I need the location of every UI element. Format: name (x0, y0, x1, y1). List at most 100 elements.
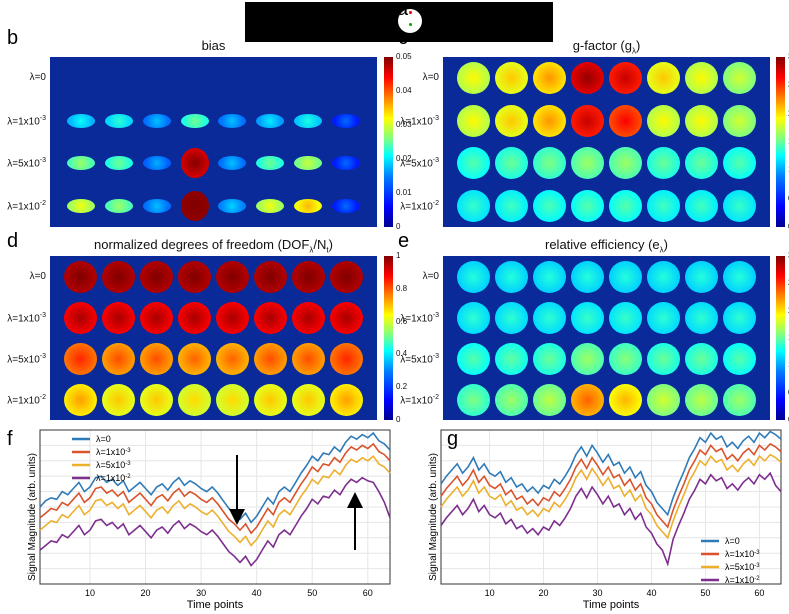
panel-d-colorbar (384, 256, 393, 420)
series-line (440, 430, 782, 517)
x-axis-label: Time points (187, 599, 244, 611)
phantom-disc (457, 147, 491, 180)
chart-panel-label: f (7, 428, 13, 450)
phantom-disc (218, 113, 247, 128)
panel-c-row-label: λ=5x10-3 (400, 157, 439, 170)
panel-d-row-label: λ=1x10-3 (7, 311, 46, 324)
phantom-disc (646, 147, 680, 180)
phantom-disc (495, 301, 529, 334)
phantom-disc (571, 147, 605, 180)
phantom-disc (684, 301, 718, 334)
phantom-disc (215, 301, 249, 334)
phantom-disc (533, 62, 567, 95)
red-marker (409, 11, 412, 14)
phantom-disc (215, 260, 249, 293)
phantom-disc (722, 147, 756, 180)
phantom-disc (294, 113, 323, 128)
colorbar-tick-label: 0.04 (396, 86, 412, 95)
phantom-disc (571, 189, 605, 222)
phantom-disc (102, 383, 136, 416)
panel-e-label: e (398, 230, 410, 252)
x-tick-label: 30 (593, 588, 603, 598)
phantom-disc (102, 342, 136, 375)
panel-d-row-label: λ=5x10-3 (7, 352, 46, 365)
phantom-disc (457, 104, 491, 137)
panel-b-row-label: λ=0 (29, 72, 46, 84)
panel-e-row-label: λ=1x10-2 (400, 393, 439, 406)
phantom-disc (253, 383, 287, 416)
x-tick-label: 50 (700, 588, 710, 598)
x-tick-label: 60 (754, 588, 764, 598)
panel-c-row-label: λ=0 (422, 72, 439, 84)
series-line (440, 442, 782, 529)
phantom-disc (253, 260, 287, 293)
panel-b-colorbar (384, 57, 393, 227)
phantom-disc (571, 301, 605, 334)
phantom-disc (142, 156, 171, 171)
phantom-disc (571, 62, 605, 95)
chart-f: 10 20 30 40 50 60 Time points Signal Magnitude … (7, 428, 391, 611)
phantom-disc (722, 383, 756, 416)
panel-b-label: b (7, 27, 19, 49)
phantom-disc (684, 383, 718, 416)
series-line (39, 455, 391, 547)
x-tick-label: 50 (307, 588, 317, 598)
phantom-disc (646, 62, 680, 95)
phantom-disc (332, 198, 361, 213)
phantom-disc (178, 301, 212, 334)
phantom-disc (684, 342, 718, 375)
legend-label: λ=1x10-2 (725, 575, 760, 585)
phantom-disc (256, 113, 285, 128)
phantom-disc (495, 383, 529, 416)
phantom-disc (608, 342, 642, 375)
phantom-disc (291, 383, 325, 416)
y-axis-label: Signal Magnitude (arb. units) (27, 453, 38, 581)
colorbar-tick-label: 0.4 (396, 349, 408, 359)
legend-label: λ=1x10-2 (96, 473, 131, 483)
phantom-disc (646, 301, 680, 334)
series-line (39, 442, 391, 535)
phantom-disc (329, 342, 363, 375)
chart-g: 10 20 30 40 50 60 Time points Signal Magnitude … (428, 428, 782, 611)
legend-label: λ=5x10-3 (725, 562, 760, 572)
panel-c-image (443, 57, 770, 227)
y-axis-label: Signal Magnitude (arb. units) (428, 453, 439, 581)
phantom-disc (64, 383, 98, 416)
phantom-disc (140, 260, 174, 293)
phantom-disc (215, 342, 249, 375)
phantom-disc (457, 62, 491, 95)
phantom-disc (495, 260, 529, 293)
x-tick-label: 10 (485, 588, 495, 598)
legend-label: λ=5x10-3 (96, 460, 131, 470)
panel-d-label: d (7, 230, 19, 252)
phantom-disc (571, 342, 605, 375)
panel-b-image (50, 57, 377, 227)
x-tick-label: 20 (539, 588, 549, 598)
panel-a-label: a (397, 0, 409, 20)
series-line (39, 431, 391, 524)
series-line (39, 476, 391, 567)
phantom-disc (332, 156, 361, 171)
phantom-disc (571, 260, 605, 293)
phantom-disc (178, 342, 212, 375)
panel-a-image (245, 2, 553, 42)
colorbar-tick-label: 0.6 (396, 316, 408, 326)
phantom-disc (329, 383, 363, 416)
phantom-disc (684, 104, 718, 137)
phantom-disc (722, 62, 756, 95)
panel-e-image (443, 256, 770, 420)
phantom-disc (140, 301, 174, 334)
phantom-disc (253, 342, 287, 375)
colorbar-tick-label: 0.05 (396, 52, 412, 61)
phantom-disc (142, 113, 171, 128)
phantom-disc (66, 198, 95, 213)
phantom-disc (178, 383, 212, 416)
phantom-disc (533, 147, 567, 180)
panel-c-title: g-factor (gλ) (572, 38, 641, 56)
phantom-disc (722, 342, 756, 375)
phantom-disc (104, 156, 133, 171)
phantom-disc (684, 260, 718, 293)
panel-e-title: relative efficiency (eλ) (545, 237, 668, 255)
phantom-disc (457, 301, 491, 334)
phantom-disc (533, 342, 567, 375)
